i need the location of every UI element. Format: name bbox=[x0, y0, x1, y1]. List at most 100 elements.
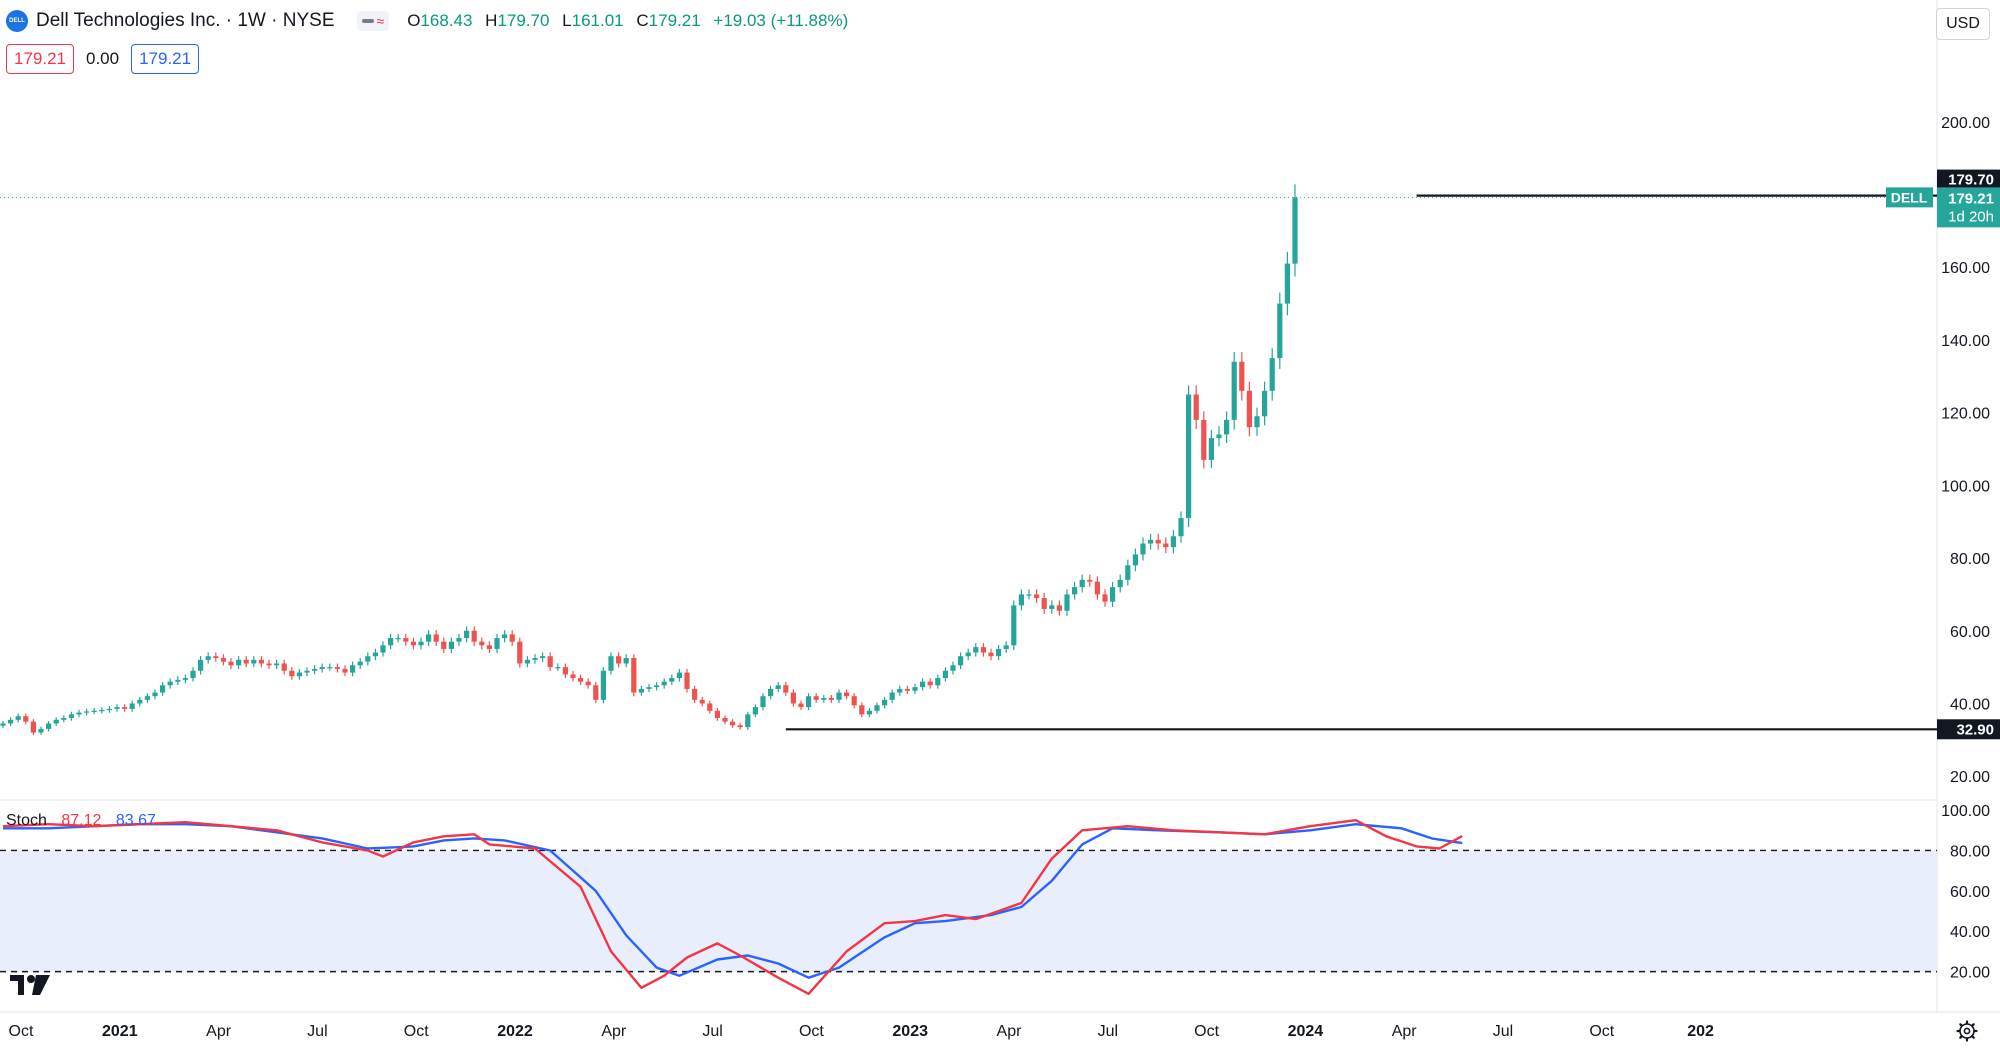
candle-body bbox=[251, 659, 257, 664]
symbol-legend: DELL Dell Technologies Inc. · 1W · NYSE … bbox=[6, 8, 848, 34]
bid-price-box[interactable]: 179.21 bbox=[6, 44, 74, 74]
candle-body bbox=[904, 688, 910, 691]
stoch-d-value: 83.67 bbox=[115, 812, 156, 829]
candle-body bbox=[1246, 390, 1252, 428]
candle-body bbox=[1155, 539, 1161, 544]
price-boxes: 179.21 0.00 179.21 bbox=[6, 44, 200, 74]
candle-body bbox=[342, 668, 348, 673]
candle-body bbox=[859, 705, 865, 715]
candle-body bbox=[213, 656, 219, 659]
candle-body bbox=[509, 634, 515, 642]
candle-body bbox=[1003, 645, 1009, 649]
candle-body bbox=[752, 707, 758, 715]
candle-body bbox=[388, 638, 394, 646]
candle-body bbox=[122, 707, 128, 709]
time-axis-tick: 2023 bbox=[892, 1023, 928, 1040]
candle-body bbox=[182, 678, 188, 680]
candle-body bbox=[1034, 594, 1040, 599]
spread-value: 0.00 bbox=[86, 49, 120, 68]
candle-body bbox=[950, 665, 956, 671]
stoch-axis-tick: 40.00 bbox=[1950, 924, 1990, 941]
candle-body bbox=[426, 634, 432, 642]
candle-body bbox=[935, 678, 941, 686]
candle-body bbox=[228, 661, 234, 666]
candle-body bbox=[730, 721, 736, 726]
visibility-toggle[interactable]: ≈ bbox=[356, 11, 390, 31]
candle-body bbox=[813, 696, 819, 700]
currency-button[interactable]: USD bbox=[1936, 8, 1990, 40]
price-axis-tick: 120.00 bbox=[1941, 406, 1990, 423]
bar-countdown: 1d 20h bbox=[1948, 208, 1994, 225]
time-axis-tick: 2022 bbox=[497, 1023, 533, 1040]
candle-body bbox=[1110, 587, 1116, 602]
candle-body bbox=[540, 656, 546, 659]
candle-body bbox=[372, 652, 378, 657]
ohlc-readout: O168.43 H179.70 L161.01 C179.21 +19.03 (… bbox=[407, 11, 848, 31]
candle-body bbox=[167, 681, 173, 686]
low-price-tag-bg bbox=[1937, 719, 2000, 740]
candle-body bbox=[874, 705, 880, 711]
candle-body bbox=[1125, 565, 1131, 580]
candle-body bbox=[441, 641, 447, 649]
price-axis-tick: 100.00 bbox=[1941, 478, 1990, 495]
candle-body bbox=[1087, 579, 1093, 582]
price-axis-tick: 80.00 bbox=[1950, 551, 1990, 568]
symbol-title[interactable]: Dell Technologies Inc. · 1W · NYSE bbox=[36, 10, 335, 31]
time-axis-tick: Oct bbox=[1194, 1023, 1219, 1040]
candle-body bbox=[942, 670, 948, 679]
candle-body bbox=[464, 630, 470, 639]
candle-body bbox=[965, 652, 971, 657]
tv-logo-part bbox=[10, 975, 24, 995]
ask-price-box[interactable]: 179.21 bbox=[131, 44, 200, 74]
candle-body bbox=[137, 699, 143, 704]
candles bbox=[0, 184, 1298, 736]
candle-body bbox=[517, 641, 523, 664]
stoch-name[interactable]: Stoch bbox=[6, 812, 47, 829]
candle-body bbox=[608, 656, 614, 671]
candle-body bbox=[129, 703, 135, 709]
candle-body bbox=[486, 645, 492, 649]
candle-body bbox=[8, 719, 14, 724]
low-value: 161.01 bbox=[571, 11, 624, 30]
candle-body bbox=[897, 688, 903, 693]
candle-body bbox=[578, 678, 584, 682]
price-axis-tick: 40.00 bbox=[1950, 696, 1990, 713]
candle-body bbox=[692, 688, 698, 700]
candle-body bbox=[783, 685, 789, 693]
candle-body bbox=[23, 716, 29, 722]
candle-body bbox=[1072, 587, 1078, 595]
candle-body bbox=[646, 687, 652, 689]
candle-body bbox=[623, 658, 629, 664]
stoch-axis-tick: 60.00 bbox=[1950, 884, 1990, 901]
candle-body bbox=[1178, 518, 1184, 537]
stoch-band-fill bbox=[0, 850, 1937, 972]
high-value: 179.70 bbox=[497, 11, 550, 30]
symbol-tag-bg bbox=[1886, 187, 1933, 208]
candle-body bbox=[722, 718, 728, 722]
time-axis-tick: Apr bbox=[601, 1023, 627, 1040]
settings-gear-icon[interactable] bbox=[1956, 1020, 1978, 1042]
candle-body bbox=[1208, 438, 1214, 460]
candle-body bbox=[669, 678, 675, 682]
candle-body bbox=[828, 698, 834, 700]
candle-body bbox=[707, 703, 713, 711]
candle-body bbox=[258, 659, 264, 664]
candle-body bbox=[144, 696, 150, 700]
candle-body bbox=[1026, 594, 1032, 596]
candle-body bbox=[448, 641, 454, 649]
candle-body bbox=[380, 645, 386, 653]
candle-body bbox=[456, 638, 462, 642]
time-axis-tick: Oct bbox=[9, 1023, 34, 1040]
candle-body bbox=[798, 703, 804, 708]
price-axis-tick: 20.00 bbox=[1950, 769, 1990, 786]
candle-body bbox=[319, 667, 325, 669]
stoch-k-line bbox=[2, 819, 1463, 995]
candle-body bbox=[1094, 581, 1100, 595]
candle-body bbox=[1148, 539, 1154, 544]
candle-body bbox=[570, 674, 576, 679]
candle-body bbox=[365, 656, 371, 662]
candle-body bbox=[1079, 579, 1085, 588]
price-axis-tick: 200.00 bbox=[1941, 115, 1990, 132]
